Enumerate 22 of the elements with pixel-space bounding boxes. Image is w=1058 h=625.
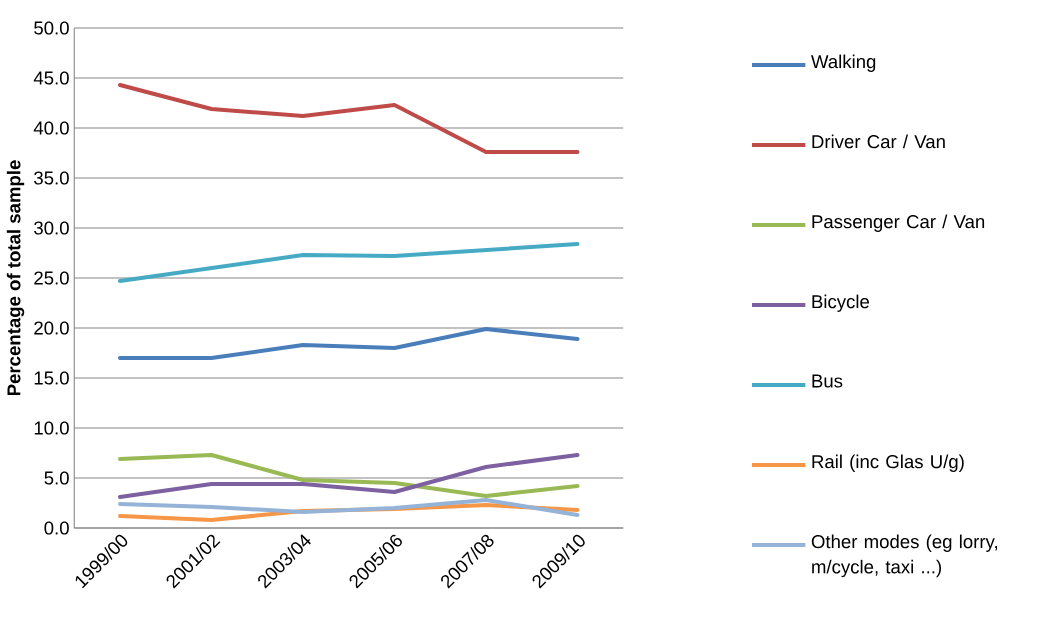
line-series bbox=[118, 327, 580, 360]
y-tick-label: 10.0 bbox=[34, 421, 69, 435]
legend-label: Passenger Car / Van bbox=[812, 214, 985, 232]
y-tick-label: 40.0 bbox=[33, 121, 69, 135]
y-axis-title: Percentage of total sample bbox=[6, 160, 25, 396]
y-tick-label: 30.0 bbox=[34, 221, 69, 235]
legend-label: Bus bbox=[812, 374, 843, 388]
y-tick-label: 25.0 bbox=[34, 271, 69, 285]
legend-label: Driver Car / Van bbox=[812, 134, 945, 149]
line-series bbox=[118, 82, 580, 154]
y-tick-label: 20.0 bbox=[34, 321, 69, 335]
y-tick-label: 35.0 bbox=[34, 171, 69, 185]
y-tick-label: 50.0 bbox=[34, 21, 69, 35]
legend-label: Walking bbox=[811, 54, 876, 72]
y-tick-label: 45.0 bbox=[33, 71, 69, 85]
y-tick-label: 5.0 bbox=[44, 471, 69, 485]
legend-label: Rail (inc Glas U/g) bbox=[812, 454, 964, 472]
y-tick-label: 15.0 bbox=[34, 371, 69, 385]
legend-label: Other modes (eg lorry, m/cycle, taxi ...) bbox=[811, 534, 998, 578]
legend-label: Bicycle bbox=[812, 294, 870, 312]
y-tick-label: 0.0 bbox=[44, 521, 69, 535]
line-series bbox=[118, 498, 580, 517]
